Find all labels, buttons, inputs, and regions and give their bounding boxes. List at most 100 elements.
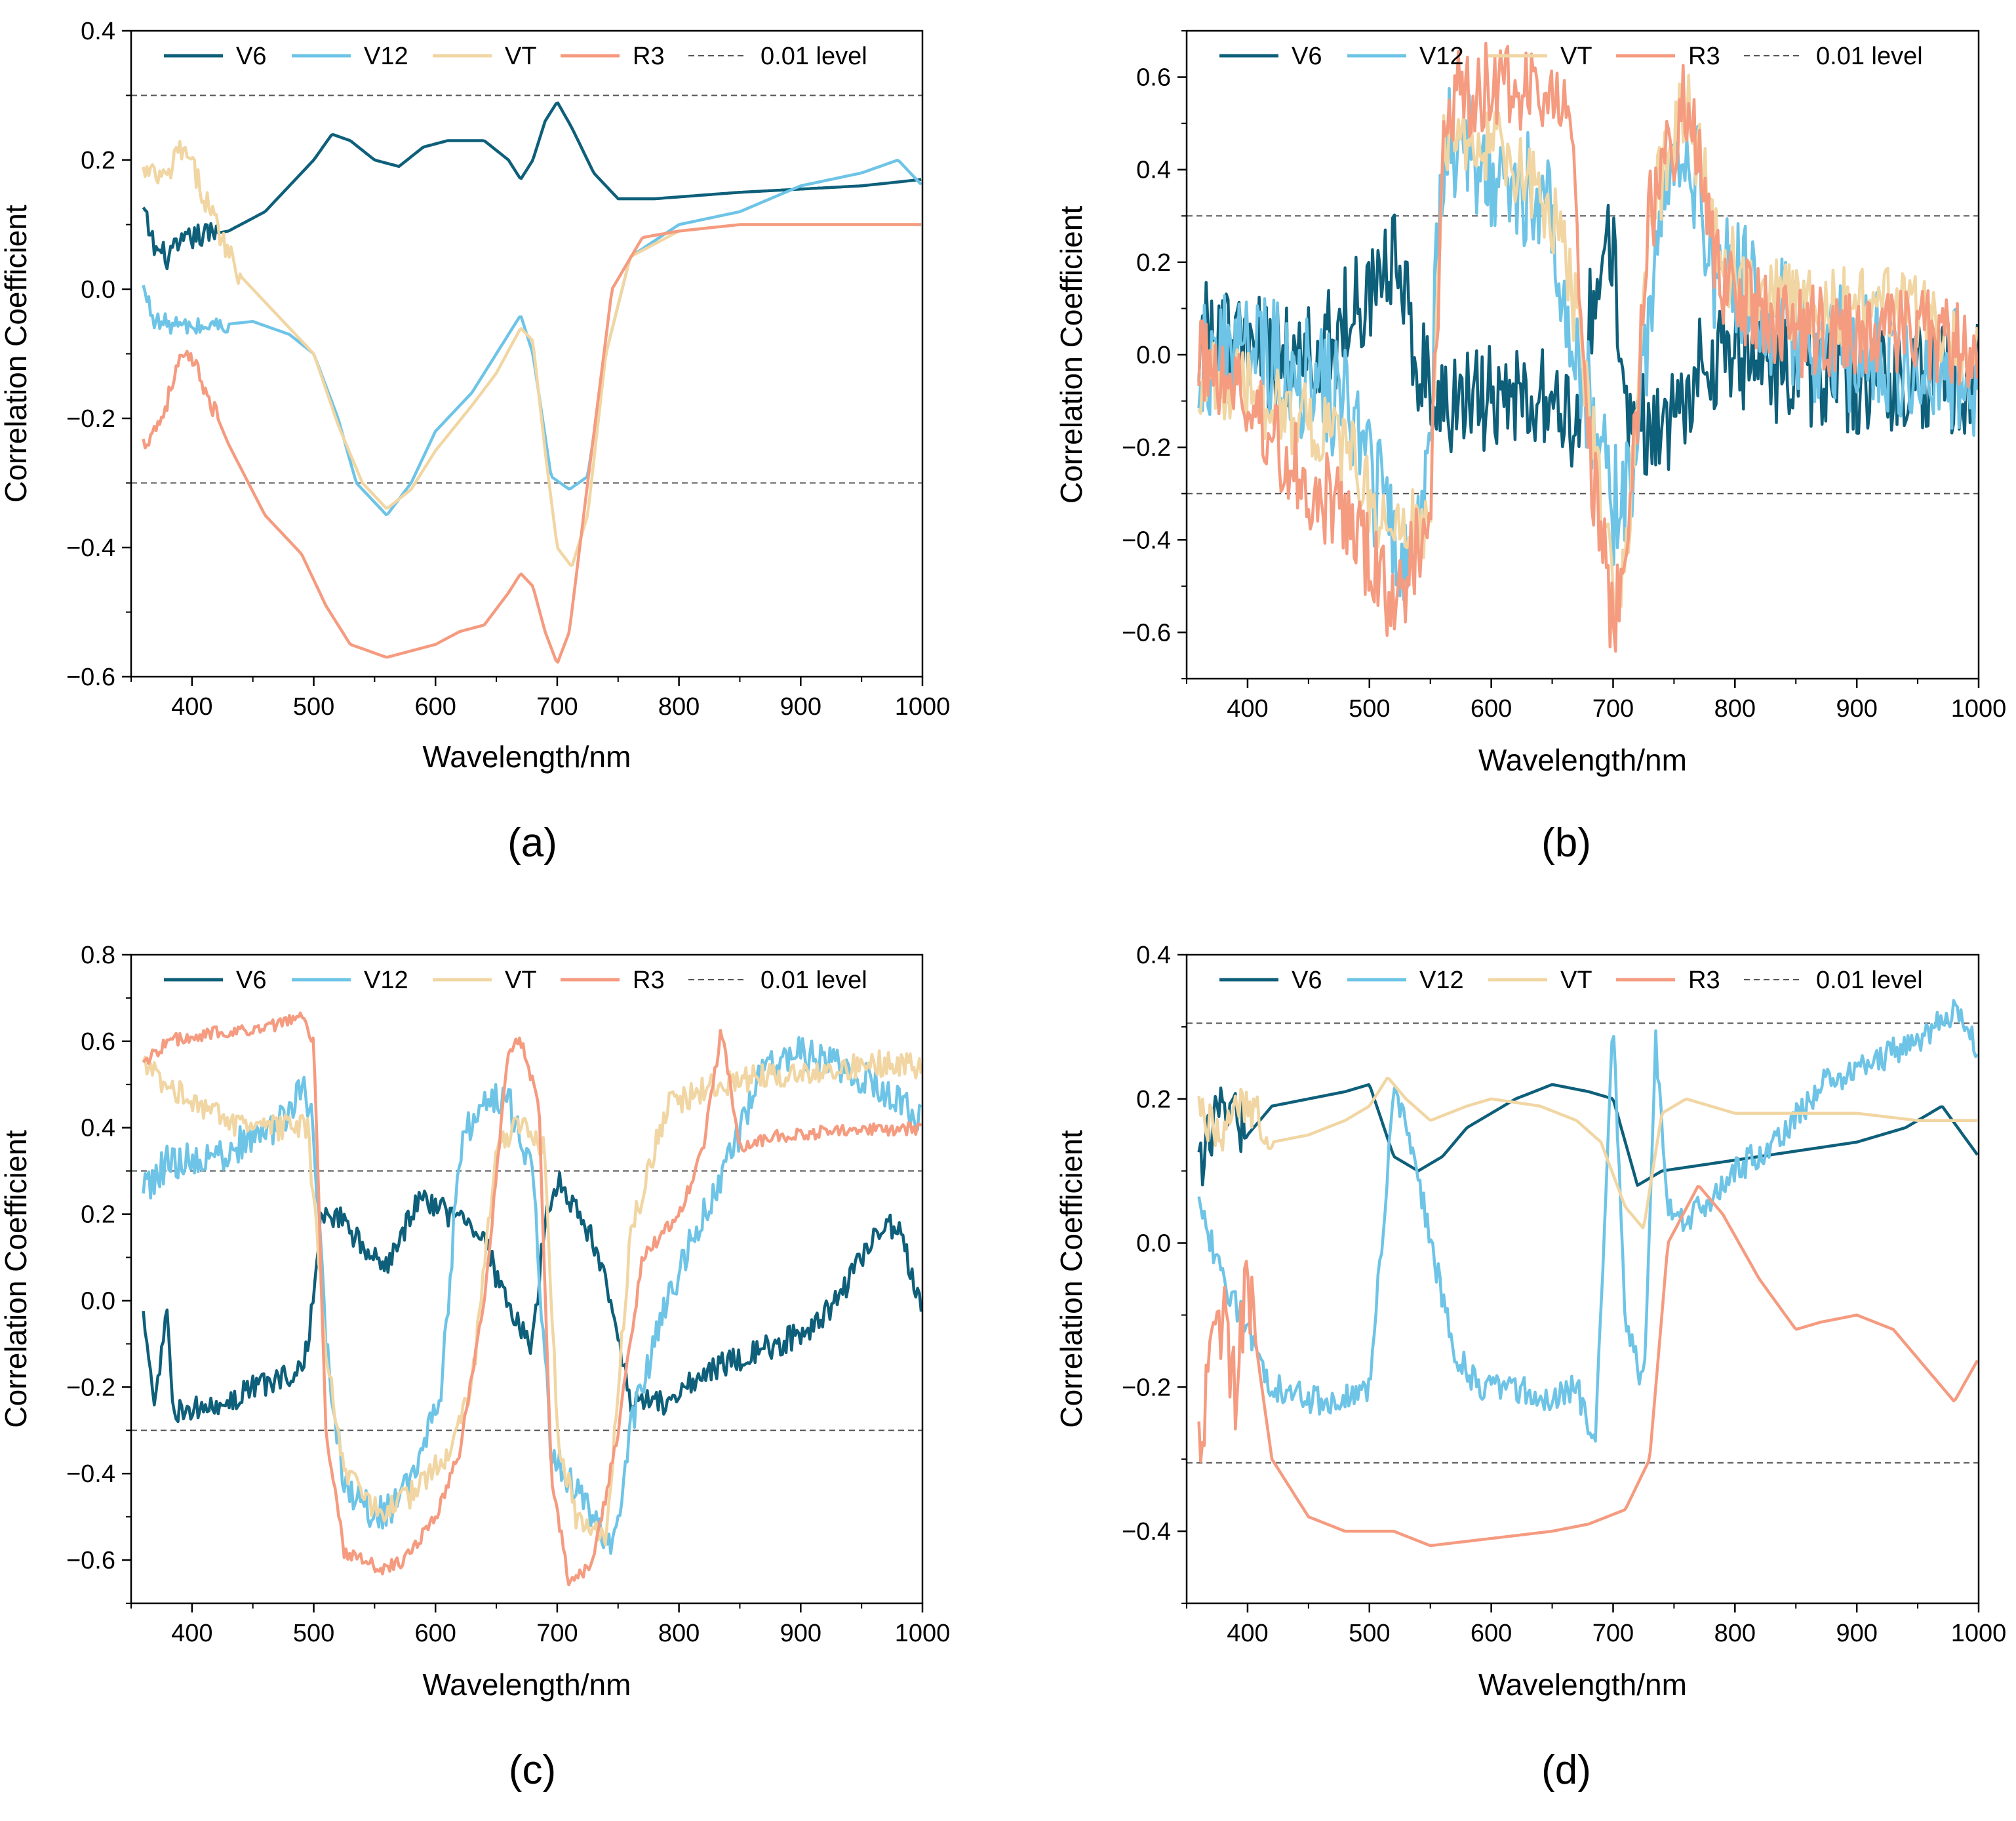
panel-label: (c) <box>509 1748 556 1793</box>
legend-label: VT <box>1560 967 1592 994</box>
legend-item-reference: 0.01 level <box>688 967 867 994</box>
x-tick-label: 500 <box>293 693 334 721</box>
x-tick-label: 700 <box>1592 1620 1634 1647</box>
legend-label: V12 <box>1419 967 1464 994</box>
x-tick-label: 1000 <box>1951 1620 2007 1647</box>
legend: V6 V12 VT R3 0.01 level <box>164 967 867 994</box>
x-tick-label: 400 <box>1227 1620 1268 1647</box>
x-tick-label: 700 <box>536 693 578 721</box>
panel-d: 400 500 600 700 800 900 1000 Wavelength/nm −0.4 −… <box>1054 942 2006 1793</box>
axes-frame <box>1185 953 1980 1605</box>
legend-item-v12: V12 <box>1347 43 1464 70</box>
x-axis-label: Wavelength/nm <box>1478 1668 1687 1702</box>
y-axis: −0.6 −0.4 −0.2 0.0 0.2 0.4 0.6 0.8 Correlation C… <box>0 942 131 1604</box>
legend-item-v6: V6 <box>1219 967 1322 994</box>
x-tick-label: 800 <box>1714 1620 1756 1647</box>
x-tick-label: 400 <box>171 693 212 721</box>
legend-item-r3: R3 <box>561 967 665 994</box>
legend-item-v12: V12 <box>292 43 408 70</box>
series-line-v12 <box>142 159 922 517</box>
x-tick-label: 800 <box>658 693 700 721</box>
legend-label: R3 <box>1688 967 1720 994</box>
legend-item-v12: V12 <box>292 967 408 994</box>
legend-label: V12 <box>364 967 408 994</box>
series-line-vt <box>1197 73 1979 620</box>
y-tick-label: −0.2 <box>66 405 115 433</box>
x-axis-label: Wavelength/nm <box>423 740 631 774</box>
legend-label: R3 <box>633 43 665 70</box>
y-tick-label: 0.2 <box>81 1201 115 1229</box>
y-tick-label: −0.4 <box>66 534 115 562</box>
legend-item-vt: VT <box>1488 967 1592 994</box>
plot-area <box>1187 999 1979 1548</box>
legend-item-v6: V6 <box>164 967 266 994</box>
series-line-r3 <box>142 223 922 664</box>
y-tick-label: 0.6 <box>81 1028 115 1056</box>
y-tick-label: 0.8 <box>81 942 115 969</box>
legend-item-reference: 0.01 level <box>1744 967 1923 994</box>
x-tick-label: 600 <box>415 693 456 721</box>
legend-item-r3: R3 <box>1616 967 1720 994</box>
x-tick-label: 500 <box>1349 1620 1390 1647</box>
y-tick-label: −0.6 <box>66 664 115 691</box>
series-line-r3 <box>1197 41 1979 653</box>
series-line-vt <box>1197 1077 1978 1230</box>
y-tick-label: −0.4 <box>1122 1518 1171 1546</box>
x-axis: 400 500 600 700 800 900 1000 Wavelength/nm <box>1186 1603 2007 1702</box>
x-tick-label: 900 <box>1836 1620 1877 1647</box>
series-line-r3 <box>142 1011 922 1587</box>
x-tick-label: 400 <box>171 1620 212 1647</box>
legend: V6 V12 VT R3 0.01 level <box>1219 43 1923 70</box>
y-axis-label: Correlation Coefficient <box>0 205 33 502</box>
legend-label: R3 <box>633 967 665 994</box>
y-tick-label: 0.2 <box>1136 249 1171 277</box>
legend-label: V6 <box>1292 43 1322 70</box>
x-axis: 400 500 600 700 800 900 1000 Wavelength/nm <box>130 1603 950 1702</box>
legend-label: V12 <box>1419 43 1464 70</box>
legend-label: V6 <box>236 43 266 70</box>
y-tick-label: 0.2 <box>81 147 115 174</box>
legend-label: VT <box>1560 43 1592 70</box>
panel-b: 400 500 600 700 800 900 1000Wavelength/nm−0.6−… <box>1054 30 2006 866</box>
axes-frame <box>130 953 924 1605</box>
y-tick-label: 0.2 <box>1136 1086 1171 1113</box>
legend-item-v6: V6 <box>164 43 266 70</box>
x-tick-label: 1000 <box>895 693 951 721</box>
x-tick-label: 900 <box>780 1620 821 1647</box>
legend-label: VT <box>505 967 537 994</box>
y-tick-label: 0.4 <box>81 18 115 45</box>
legend-item-v12: V12 <box>1347 967 1464 994</box>
y-tick-label: 0.0 <box>1136 1230 1171 1258</box>
y-tick-label: −0.2 <box>66 1374 115 1401</box>
x-tick-label: 800 <box>1714 695 1756 723</box>
series-line-vt <box>142 1049 923 1547</box>
series-line-v6 <box>142 1171 923 1424</box>
y-tick-label: −0.6 <box>66 1547 115 1574</box>
y-tick-label: 0.4 <box>1136 157 1171 184</box>
y-tick-label: 0.0 <box>81 276 115 304</box>
legend-label: 0.01 level <box>1816 43 1923 70</box>
panel-label: (a) <box>507 820 557 866</box>
x-axis: 400 500 600 700 800 900 1000 Wavelength/nm <box>1186 679 2006 777</box>
y-tick-label: −0.4 <box>66 1460 115 1488</box>
legend-item-r3: R3 <box>561 43 665 70</box>
y-axis-label: Correlation Coefficient <box>1054 206 1088 504</box>
legend-label: 0.01 level <box>761 43 867 70</box>
y-tick-label: −0.2 <box>1122 434 1171 462</box>
y-axis: −0.4 −0.2 0.0 0.2 0.4 Correlation Coefficient <box>1054 942 1187 1604</box>
y-tick-label: −0.2 <box>1122 1374 1171 1401</box>
series-line-v12 <box>1197 999 1979 1443</box>
x-tick-label: 600 <box>1471 1620 1512 1647</box>
legend-item-vt: VT <box>433 967 537 994</box>
panel-label: (b) <box>1541 820 1591 866</box>
legend-label: R3 <box>1688 43 1720 70</box>
y-tick-label: 0.6 <box>1136 64 1171 92</box>
x-tick-label: 700 <box>536 1620 578 1647</box>
x-tick-label: 700 <box>1592 695 1634 723</box>
plot-area <box>1187 41 1979 653</box>
legend-label: V12 <box>364 43 408 70</box>
legend-item-reference: 0.01 level <box>1744 43 1923 70</box>
panel-label: (d) <box>1541 1748 1591 1793</box>
x-tick-label: 900 <box>780 693 821 721</box>
